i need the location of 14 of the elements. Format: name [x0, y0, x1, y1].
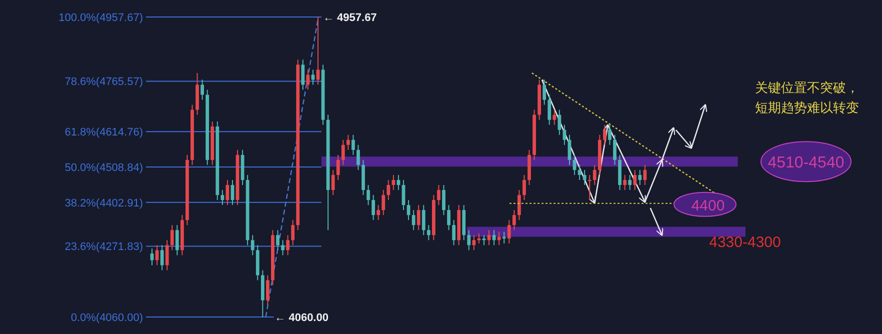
text: 短期趋势难以转变: [755, 100, 859, 115]
band-label: 4510-4540: [768, 154, 844, 172]
ref-line-label: 78.6%(4765.57): [64, 76, 143, 88]
ref-line-label: 0.0%(4060.00): [70, 312, 143, 324]
annotation: ← 4060.00: [274, 312, 328, 324]
text: 关键位置不突破，: [755, 80, 859, 95]
ref-line-label: 50.0%(4508.84): [64, 162, 143, 174]
ref-line-label: 38.2%(4402.91): [64, 197, 143, 210]
band-label: 4330-4300: [709, 234, 781, 251]
annotation: ← 4957.67: [322, 12, 377, 24]
ref-line-label: 23.6%(4271.83): [64, 241, 143, 254]
ref-line-label: 4400: [691, 197, 725, 214]
ref-line-label: 100.0%(4957.67): [58, 12, 143, 24]
ref-line-label: 61.8%(4614.76): [64, 126, 143, 139]
